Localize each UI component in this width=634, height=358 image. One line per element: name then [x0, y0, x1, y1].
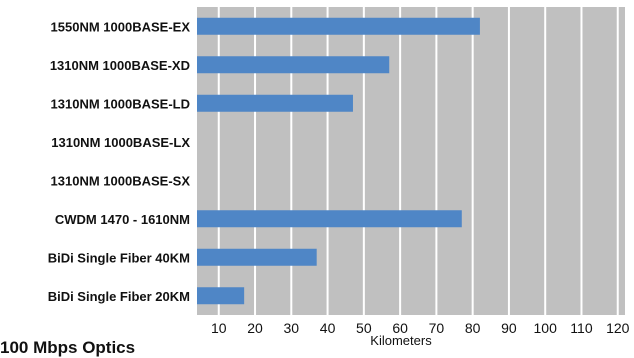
x-tick-label-110: 110	[570, 320, 593, 336]
category-label-7: BiDi Single Fiber 40KM	[48, 250, 190, 265]
category-label-6: CWDM 1470 - 1610NM	[55, 212, 190, 227]
x-tick-label-60: 60	[392, 320, 408, 336]
category-label-8: BiDi Single Fiber 20KM	[48, 289, 190, 304]
category-label-3: 1310NM 1000BASE-LD	[51, 96, 190, 111]
bars	[197, 17, 480, 305]
x-tick-label-80: 80	[465, 320, 481, 336]
category-label-4: 1310NM 1000BASE-LX	[51, 135, 190, 150]
bar-2	[197, 56, 390, 74]
bar-6	[197, 210, 462, 228]
x-tick-label-30: 30	[284, 320, 300, 336]
x-tick-label-10: 10	[211, 320, 227, 336]
x-tick-label-100: 100	[534, 320, 558, 336]
x-tick-label-40: 40	[320, 320, 336, 336]
plot-background	[197, 7, 625, 315]
x-tick-label-120: 120	[606, 320, 630, 336]
category-label-5: 1310NM 1000BASE-SX	[51, 173, 191, 188]
next-chart-title: 100 Mbps Optics	[0, 338, 136, 357]
bar-chart: 1550NM 1000BASE-EX 1310NM 1000BASE-XD 1310…	[48, 7, 630, 348]
bar-8	[197, 287, 245, 305]
bar-3	[197, 94, 353, 112]
bar-7	[197, 248, 317, 266]
category-label-2: 1310NM 1000BASE-XD	[50, 58, 190, 73]
x-tick-labels: 10 20 30 40 50 60 70 80 90 100 110 120	[211, 320, 630, 336]
x-axis-title: Kilometers	[370, 333, 432, 348]
category-label-1: 1550NM 1000BASE-EX	[51, 19, 191, 34]
x-tick-label-90: 90	[501, 320, 517, 336]
x-tick-label-20: 20	[247, 320, 263, 336]
category-labels: 1550NM 1000BASE-EX 1310NM 1000BASE-XD 1310…	[48, 19, 191, 304]
x-tick-label-50: 50	[356, 320, 372, 336]
x-tick-label-70: 70	[429, 320, 445, 336]
bar-1	[197, 17, 480, 35]
